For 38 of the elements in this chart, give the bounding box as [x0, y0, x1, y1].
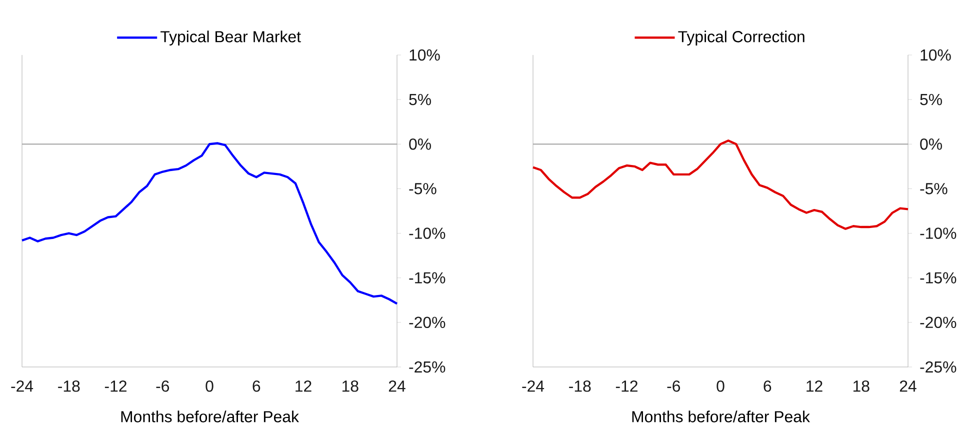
x-tick-label: 0 [206, 380, 214, 392]
x-tick-label: 6 [252, 380, 260, 392]
x-tick-label: -6 [667, 380, 680, 392]
y-tick-label: -15% [409, 272, 446, 284]
y-tick-label: 5% [920, 94, 942, 106]
x-axis-title: Months before/after Peak [121, 410, 299, 422]
x-tick-label: -12 [104, 380, 126, 392]
x-tick-label: 24 [900, 380, 916, 392]
x-tick-label: -18 [569, 380, 591, 392]
x-tick-label: 12 [806, 380, 822, 392]
y-tick-label: 10% [920, 49, 951, 61]
y-tick-label: 10% [410, 49, 440, 61]
legend-label: Typical Correction [678, 30, 804, 46]
x-tick-label: 18 [853, 380, 870, 392]
y-tick-label: 0% [920, 138, 942, 150]
y-tick-label: -5% [409, 183, 436, 194]
x-tick-label: 6 [764, 380, 772, 392]
x-tick-label: -24 [522, 380, 544, 392]
x-tick-label: -6 [156, 380, 170, 392]
y-tick-label: -20% [409, 316, 446, 328]
x-tick-label: -18 [58, 380, 80, 392]
y-tick-label: -15% [920, 272, 956, 284]
x-tick-label: 12 [296, 380, 312, 392]
y-tick-label: -25% [409, 361, 446, 373]
x-tick-label: -12 [616, 380, 638, 392]
y-tick-label: 5% [409, 94, 431, 106]
x-tick-label: 18 [342, 380, 358, 392]
x-tick-label: 24 [388, 380, 406, 392]
y-tick-label: -10% [920, 228, 956, 239]
y-tick-label: -5% [920, 183, 948, 194]
y-tick-label: 0% [409, 138, 431, 150]
x-tick-label: 0 [716, 380, 724, 392]
y-tick-label: -20% [920, 316, 956, 328]
y-tick-label: -10% [409, 228, 446, 239]
legend-label: Typical Bear Market [160, 30, 301, 46]
y-tick-label: -25% [920, 361, 956, 373]
x-tick-label: -24 [11, 380, 34, 392]
x-axis-title: Months before/after Peak [632, 410, 810, 422]
